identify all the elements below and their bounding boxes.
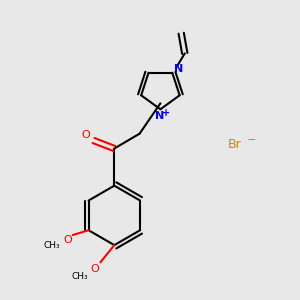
Text: CH₃: CH₃ [72, 272, 88, 281]
Text: CH₃: CH₃ [43, 241, 60, 250]
Text: N: N [154, 111, 164, 122]
Text: Br: Br [228, 138, 242, 151]
Text: O: O [91, 265, 99, 275]
Text: O: O [82, 130, 91, 140]
Text: N: N [174, 64, 183, 74]
Text: −: − [247, 135, 256, 145]
Text: +: + [162, 108, 170, 118]
Text: O: O [63, 236, 72, 245]
